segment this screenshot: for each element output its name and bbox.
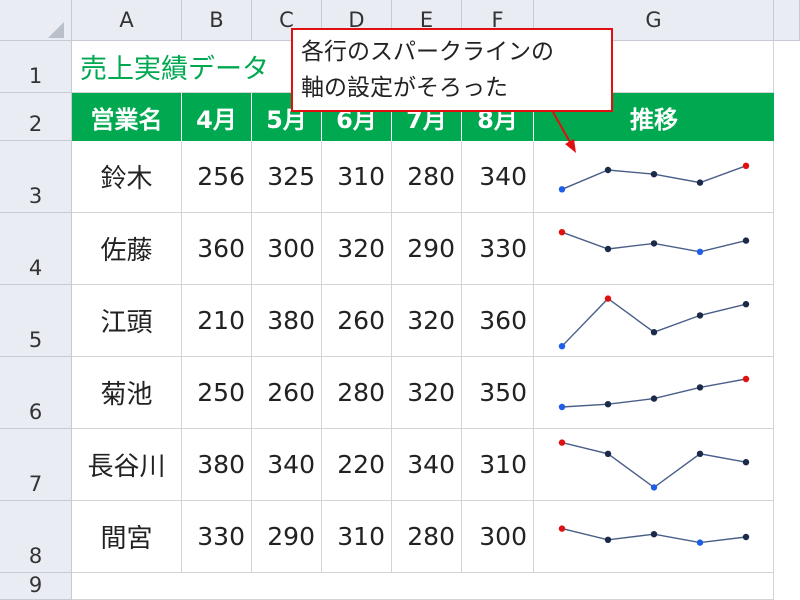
cell-value[interactable]: 350	[462, 357, 534, 429]
header-cell-april[interactable]: 4月	[182, 93, 252, 141]
cell-sales-name[interactable]: 鈴木	[72, 141, 182, 213]
cell-value[interactable]: 300	[252, 213, 322, 285]
column-header-g[interactable]: G	[534, 0, 774, 41]
cell-value[interactable]: 320	[322, 213, 392, 285]
cell-sparkline[interactable]	[534, 141, 774, 213]
row-header-3[interactable]: 3	[0, 141, 72, 213]
row-header-4[interactable]: 4	[0, 213, 72, 285]
cell-value[interactable]: 325	[252, 141, 322, 213]
select-all-icon	[48, 22, 64, 38]
cell-value[interactable]: 260	[252, 357, 322, 429]
cell-value[interactable]: 380	[182, 429, 252, 501]
cell-value[interactable]: 380	[252, 285, 322, 357]
cell-sales-name[interactable]: 長谷川	[72, 429, 182, 501]
cell-value[interactable]: 310	[322, 501, 392, 573]
cell-sales-name[interactable]: 佐藤	[72, 213, 182, 285]
cell-sparkline[interactable]	[534, 501, 774, 573]
cell-value[interactable]: 290	[252, 501, 322, 573]
cell-sales-name[interactable]: 間宮	[72, 501, 182, 573]
cell-value[interactable]: 300	[462, 501, 534, 573]
row-header-2[interactable]: 2	[0, 93, 72, 141]
row-header-9[interactable]: 9	[0, 573, 72, 600]
cell-value[interactable]: 360	[462, 285, 534, 357]
cell-value[interactable]: 210	[182, 285, 252, 357]
cell-value[interactable]: 280	[392, 141, 462, 213]
cell-sparkline[interactable]	[534, 285, 774, 357]
callout-line-1: 各行のスパークラインの	[301, 39, 554, 65]
cell-sparkline[interactable]	[534, 429, 774, 501]
cell-value[interactable]: 320	[392, 357, 462, 429]
cell-value[interactable]: 250	[182, 357, 252, 429]
cell-value[interactable]: 340	[392, 429, 462, 501]
cell-value[interactable]: 310	[462, 429, 534, 501]
cell-value[interactable]: 360	[182, 213, 252, 285]
cell-value[interactable]: 280	[322, 357, 392, 429]
row-header-5[interactable]: 5	[0, 285, 72, 357]
row-header-6[interactable]: 6	[0, 357, 72, 429]
cell-value[interactable]: 330	[182, 501, 252, 573]
row-header-8[interactable]: 8	[0, 501, 72, 573]
cell-sparkline[interactable]	[534, 213, 774, 285]
cell-value[interactable]: 340	[252, 429, 322, 501]
column-header-empty[interactable]	[774, 0, 800, 41]
cell-value[interactable]: 290	[392, 213, 462, 285]
cell-value[interactable]: 330	[462, 213, 534, 285]
cell-value[interactable]: 320	[392, 285, 462, 357]
select-all-corner[interactable]	[0, 0, 72, 41]
row-header-1[interactable]: 1	[0, 41, 72, 93]
cell-value[interactable]: 256	[182, 141, 252, 213]
cell-value[interactable]: 340	[462, 141, 534, 213]
cell-value[interactable]: 220	[322, 429, 392, 501]
callout-line-2: 軸の設定がそろった	[301, 75, 508, 101]
cell-sparkline[interactable]	[534, 357, 774, 429]
cell-sales-name[interactable]: 江頭	[72, 285, 182, 357]
cell-value[interactable]: 280	[392, 501, 462, 573]
callout-box: 各行のスパークラインの 軸の設定がそろった	[291, 28, 613, 112]
column-header-a[interactable]: A	[72, 0, 182, 41]
cell-sales-name[interactable]: 菊池	[72, 357, 182, 429]
row-header-7[interactable]: 7	[0, 429, 72, 501]
cell-value[interactable]: 310	[322, 141, 392, 213]
column-header-b[interactable]: B	[182, 0, 252, 41]
header-cell-name[interactable]: 営業名	[72, 93, 182, 141]
cell-value[interactable]: 260	[322, 285, 392, 357]
row-9-cells[interactable]	[72, 573, 774, 600]
